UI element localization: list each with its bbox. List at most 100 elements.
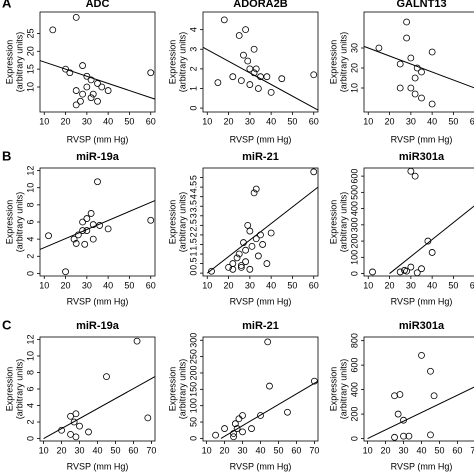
data-point bbox=[79, 218, 86, 226]
x-tick-label: 20 bbox=[57, 445, 67, 455]
data-point bbox=[403, 267, 410, 275]
x-tick-label: 10 bbox=[363, 445, 373, 455]
data-point bbox=[239, 428, 246, 436]
x-tick-label: 40 bbox=[266, 116, 276, 126]
trend-line bbox=[39, 60, 156, 100]
trend-line bbox=[389, 205, 474, 274]
x-tick-label: 60 bbox=[128, 445, 138, 455]
x-tick-label: 10 bbox=[202, 445, 212, 455]
data-point bbox=[405, 432, 413, 440]
data-point bbox=[214, 79, 222, 86]
y-tick-label: 3 bbox=[188, 213, 198, 218]
y-tick-label: 15 bbox=[25, 64, 35, 74]
data-point bbox=[83, 72, 91, 80]
data-point bbox=[94, 97, 101, 105]
x-tick-label: 50 bbox=[287, 116, 297, 126]
x-tick-label: 50 bbox=[448, 280, 458, 290]
data-point bbox=[72, 433, 80, 441]
data-point bbox=[233, 425, 241, 432]
y-tick-label: 8 bbox=[25, 370, 35, 375]
data-point bbox=[147, 69, 155, 77]
y-tick-label: 8 bbox=[25, 202, 35, 207]
data-point bbox=[407, 167, 415, 175]
data-point bbox=[98, 83, 106, 91]
y-tick-label: 100 bbox=[349, 250, 359, 265]
x-axis-label: RVSP (mm Hg) bbox=[230, 134, 292, 144]
y-tick-label: 1.5 bbox=[188, 238, 198, 251]
data-point bbox=[70, 418, 78, 426]
y-tick-label: 6 bbox=[25, 219, 35, 224]
x-tick-label: 50 bbox=[110, 445, 120, 455]
x-tick-label: 50 bbox=[124, 116, 134, 126]
data-point bbox=[252, 185, 260, 193]
data-point bbox=[413, 64, 421, 72]
data-point bbox=[391, 392, 398, 400]
x-tick-label: 30 bbox=[406, 116, 416, 126]
x-tick-label: 60 bbox=[146, 116, 156, 126]
data-point bbox=[428, 100, 436, 108]
data-point bbox=[407, 84, 415, 92]
y-tick-label: 0 bbox=[349, 271, 359, 276]
data-point bbox=[66, 69, 74, 77]
data-point bbox=[411, 74, 419, 82]
x-tick-label: 40 bbox=[416, 445, 426, 455]
x-tick-label: 60 bbox=[470, 280, 474, 290]
data-point bbox=[394, 410, 402, 418]
y-tick-label: 0.5 bbox=[188, 257, 198, 270]
data-point bbox=[96, 222, 104, 229]
data-point bbox=[254, 85, 262, 92]
plot-box bbox=[363, 336, 474, 442]
chart-title: miR-19a bbox=[76, 151, 120, 163]
data-point bbox=[266, 382, 273, 390]
data-point bbox=[229, 265, 237, 273]
data-point bbox=[400, 432, 407, 440]
data-point bbox=[403, 34, 410, 42]
data-point bbox=[257, 412, 264, 419]
data-point bbox=[267, 88, 275, 96]
data-point bbox=[403, 18, 410, 26]
x-axis-label: RVSP (mm Hg) bbox=[391, 296, 453, 306]
x-tick-label: 10 bbox=[39, 280, 49, 290]
data-point bbox=[221, 425, 228, 432]
x-tick-label: 60 bbox=[452, 445, 462, 455]
x-axis-label: RVSP (mm Hg) bbox=[391, 461, 453, 471]
x-tick-label: 20 bbox=[385, 280, 395, 290]
data-point bbox=[235, 250, 243, 258]
data-point bbox=[369, 268, 376, 276]
y-tick-label: 2 bbox=[25, 254, 35, 259]
data-point bbox=[252, 235, 260, 243]
data-point bbox=[225, 263, 232, 271]
chart-title: miR-19a bbox=[76, 320, 120, 332]
y-axis-label: (arbitrary units) bbox=[338, 359, 348, 420]
x-tick-label: 50 bbox=[287, 280, 297, 290]
data-point bbox=[418, 68, 425, 76]
data-point bbox=[400, 416, 407, 424]
data-point bbox=[263, 260, 271, 267]
data-point bbox=[411, 90, 419, 98]
data-point bbox=[424, 237, 432, 245]
data-point bbox=[248, 242, 256, 250]
y-tick-label: 2 bbox=[188, 232, 198, 237]
plot-box bbox=[202, 336, 319, 442]
x-tick-label: 30 bbox=[75, 445, 85, 455]
data-point bbox=[72, 101, 80, 109]
y-tick-label: 4 bbox=[25, 403, 35, 408]
x-tick-label: 30 bbox=[406, 280, 416, 290]
x-tick-label: 40 bbox=[103, 116, 113, 126]
data-point bbox=[76, 422, 83, 430]
plot-box bbox=[363, 11, 474, 113]
data-point bbox=[391, 433, 398, 441]
data-point bbox=[49, 26, 57, 34]
y-tick-label: 0 bbox=[25, 271, 35, 276]
x-tick-label: 30 bbox=[238, 445, 248, 455]
data-point bbox=[427, 431, 434, 439]
data-point bbox=[242, 246, 249, 254]
x-tick-label: 70 bbox=[146, 445, 156, 455]
y-tick-label: 4 bbox=[25, 237, 35, 242]
x-tick-label: 20 bbox=[385, 116, 395, 126]
x-tick-label: 60 bbox=[291, 445, 301, 455]
plot-box bbox=[202, 11, 319, 113]
data-point bbox=[375, 44, 383, 52]
x-tick-label: 10 bbox=[363, 116, 373, 126]
y-tick-label: 30 bbox=[349, 43, 359, 53]
